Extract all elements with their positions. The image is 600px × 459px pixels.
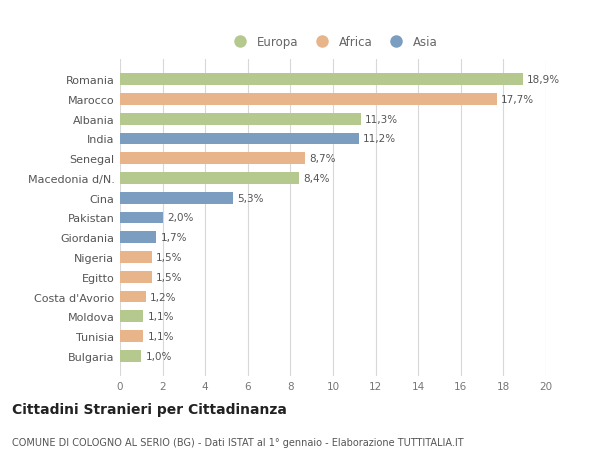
Bar [120,232,156,244]
Text: Cittadini Stranieri per Cittadinanza: Cittadini Stranieri per Cittadinanza [12,402,287,416]
Text: 8,7%: 8,7% [310,154,336,164]
Bar [120,153,305,165]
Text: 5,3%: 5,3% [237,193,263,203]
Bar [120,113,361,125]
Bar [120,291,146,303]
Text: 1,1%: 1,1% [148,331,174,341]
Bar [120,133,359,145]
Bar [120,350,142,362]
Text: 1,1%: 1,1% [148,312,174,322]
Text: 8,4%: 8,4% [303,174,329,184]
Text: 2,0%: 2,0% [167,213,193,223]
Text: 1,0%: 1,0% [146,351,172,361]
Text: COMUNE DI COLOGNO AL SERIO (BG) - Dati ISTAT al 1° gennaio - Elaborazione TUTTIT: COMUNE DI COLOGNO AL SERIO (BG) - Dati I… [12,437,464,447]
Bar [120,271,152,283]
Bar [120,311,143,323]
Text: 1,7%: 1,7% [160,233,187,243]
Bar [120,173,299,185]
Bar [120,252,152,263]
Text: 11,3%: 11,3% [365,114,398,124]
Bar [120,192,233,204]
Legend: Europa, Africa, Asia: Europa, Africa, Asia [226,34,440,51]
Text: 17,7%: 17,7% [501,95,535,105]
Text: 1,5%: 1,5% [156,272,183,282]
Bar [120,212,163,224]
Text: 11,2%: 11,2% [363,134,396,144]
Text: 1,5%: 1,5% [156,252,183,263]
Text: 18,9%: 18,9% [527,75,560,85]
Bar [120,94,497,106]
Bar [120,74,523,86]
Text: 1,2%: 1,2% [150,292,176,302]
Bar [120,330,143,342]
